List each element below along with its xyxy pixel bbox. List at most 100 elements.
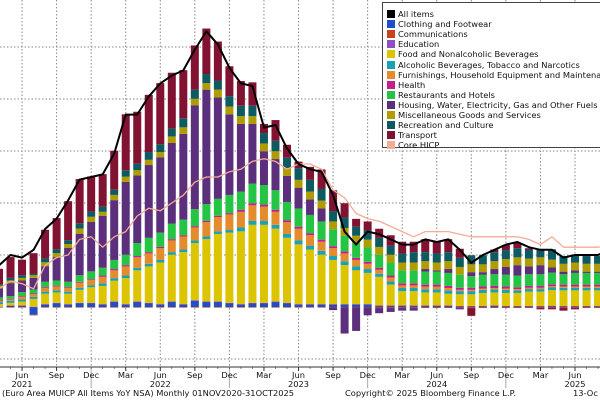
bar-segment-health [340,251,349,254]
bar-segment-health [41,286,50,288]
bar-segment-restaurants-and-hotels [421,271,430,285]
bar-segment-recreation-and-culture [64,240,73,245]
bar-segment-food-and-nonalcoholic-beverages [375,276,384,306]
bar-segment-food-and-nonalcoholic-beverages [213,233,222,302]
bar-segment-furnishings-household-equipment-and-maintenance [340,253,349,262]
legend-item: Transport0.1 [387,130,600,140]
legend-item: Recreation and Culture0.3 [387,120,600,130]
bar-segment-education [248,302,257,304]
bar-segment-clothing-and-footwear [490,305,499,307]
bar-segment-housing-water-electricity-gas-and-other-fuels [133,175,142,244]
bar-segment-education [29,306,38,308]
bar-segment-food-and-nonalcoholic-beverages [501,292,510,306]
bar-segment-transport [340,203,349,218]
legend-label: Core HICP [398,140,440,151]
bar-segment-health [455,287,464,290]
bar-segment-health [64,286,73,288]
bar-segment-food-and-nonalcoholic-beverages [547,290,556,306]
bar-segment-alcoholic-beverages-tobacco-and-narcotics [6,300,15,303]
bar-segment-recreation-and-culture [283,157,291,169]
stacked-bars [0,28,600,334]
bar-segment-food-and-nonalcoholic-beverages [294,244,303,305]
legend-item: Core HICP2.4 [387,140,600,150]
bar-segment-miscellaneous-goods-and-services [559,263,568,272]
bar-segment-recreation-and-culture [87,211,96,217]
bar-segment-recreation-and-culture [594,256,600,264]
bar-segment-food-and-nonalcoholic-beverages [98,285,107,305]
bar-segment-education [41,304,50,305]
bar-segment-health [432,284,441,287]
bar-segment-communications [490,307,499,309]
bar-segment-communications [52,307,61,308]
bar-segment-education [294,304,303,305]
bar-segment-transport [133,111,142,164]
bar-segment-education [0,306,3,308]
bar-segment-housing-water-electricity-gas-and-other-fuels [144,165,153,238]
bar-segment-food-and-nonalcoholic-beverages [64,293,73,305]
bar-segment-furnishings-household-equipment-and-maintenance [87,279,96,286]
legend-item: Communications-0.04 [387,29,600,39]
bar-segment-furnishings-household-equipment-and-maintenance [398,285,407,289]
bar-segment-recreation-and-culture [75,223,84,229]
bar-segment-recreation-and-culture [306,179,315,192]
bar-segment-clothing-and-footwear [248,303,257,307]
bar-segment-furnishings-household-equipment-and-maintenance [444,288,453,291]
bar-segment-food-and-nonalcoholic-beverages [110,280,119,302]
bar-segment-furnishings-household-equipment-and-maintenance [156,248,165,260]
bar-segment-alcoholic-beverages-tobacco-and-narcotics [478,289,487,293]
bar-segment-restaurants-and-hotels [571,272,579,285]
bar-segment-food-and-nonalcoholic-beverages [75,289,84,303]
bar-segment-housing-water-electricity-gas-and-other-fuels [547,267,556,273]
legend-swatch [387,121,395,130]
bar-segment-food-and-nonalcoholic-beverages [306,249,315,305]
bar-segment-furnishings-household-equipment-and-maintenance [75,282,84,288]
bar-segment-education [490,305,499,307]
bar-segment-housing-water-electricity-gas-and-other-fuels [340,307,349,334]
bar-segment-alcoholic-beverages-tobacco-and-narcotics [398,288,407,292]
bar-segment-communications [536,307,545,309]
bar-segment-health [179,235,188,237]
bar-segment-miscellaneous-goods-and-services [317,200,326,209]
bar-segment-transport [64,201,73,241]
bar-segment-health [467,287,476,290]
bar-segment-transport [524,248,533,250]
bar-segment-miscellaneous-goods-and-services [398,262,407,271]
bar-segment-food-and-nonalcoholic-beverages [421,292,430,306]
bar-segment-restaurants-and-hotels [52,280,61,286]
bar-segment-communications [110,307,119,308]
bar-segment-transport [398,241,407,254]
bar-segment-miscellaneous-goods-and-services [582,263,591,272]
bar-segment-education [190,300,199,301]
bar-segment-transport [179,70,188,119]
bar-segment-health [52,285,61,287]
bar-segment-restaurants-and-hotels [271,190,280,210]
bar-segment-housing-water-electricity-gas-and-other-fuels [283,175,291,202]
bar-segment-miscellaneous-goods-and-services [133,170,142,176]
bar-segment-food-and-nonalcoholic-beverages [248,224,257,303]
bar-segment-communications [340,307,349,308]
bar-segment-housing-water-electricity-gas-and-other-fuels [18,280,27,293]
bar-segment-recreation-and-culture [294,168,303,180]
bar-segment-transport [52,218,61,250]
bar-segment-restaurants-and-hotels [547,272,556,285]
bar-segment-alcoholic-beverages-tobacco-and-narcotics [144,263,153,267]
bar-segment-furnishings-household-equipment-and-maintenance [202,222,211,237]
bar-segment-health [478,286,487,289]
bar-segment-health [156,246,165,249]
bar-segment-food-and-nonalcoholic-beverages [6,302,15,306]
bar-segment-miscellaneous-goods-and-services [271,151,280,160]
bar-segment-clothing-and-footwear [179,304,188,307]
bar-segment-health [375,267,384,270]
bar-segment-recreation-and-culture [524,249,533,259]
legend-swatch [387,70,395,79]
bar-segment-miscellaneous-goods-and-services [213,89,222,98]
bar-segment-health [202,220,211,223]
bar-segment-furnishings-household-equipment-and-maintenance [167,240,176,253]
bar-segment-communications [98,307,107,308]
bar-segment-alcoholic-beverages-tobacco-and-narcotics [283,233,291,238]
bar-segment-education [213,301,222,303]
bar-segment-alcoholic-beverages-tobacco-and-narcotics [225,230,234,233]
bar-segment-education [121,304,130,305]
x-tick-label: Dec [360,370,376,380]
bar-segment-furnishings-household-equipment-and-maintenance [248,205,257,221]
